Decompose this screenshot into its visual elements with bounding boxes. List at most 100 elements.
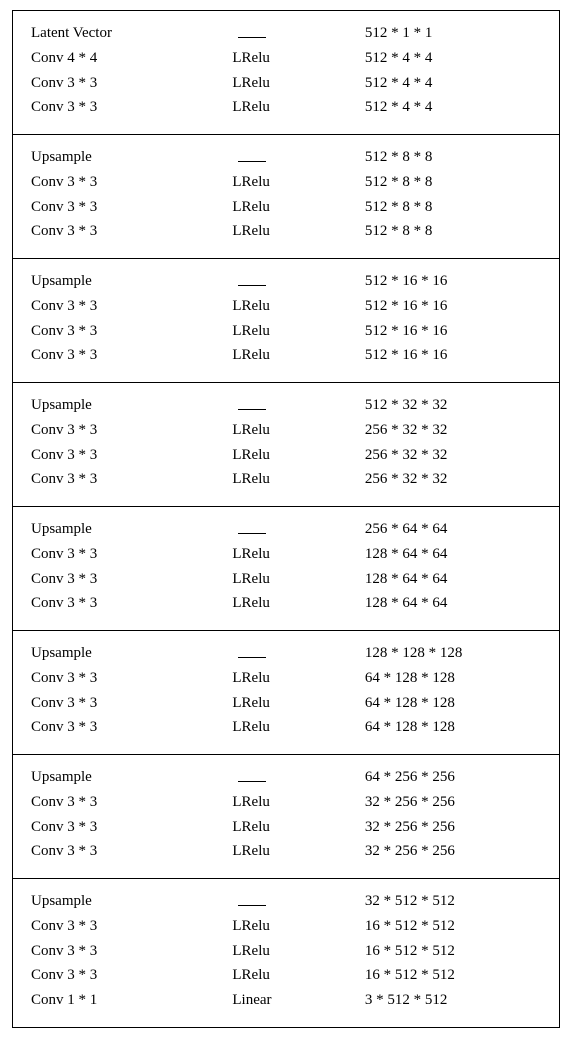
output-shape-cell: 512 * 8 * 8	[365, 195, 561, 220]
output-shape-cell: 512 * 8 * 8	[365, 219, 561, 244]
output-shape-cell: 512 * 32 * 32	[365, 393, 561, 418]
activation-cell: LRelu	[232, 815, 365, 840]
layer-cell: Upsample	[21, 145, 232, 170]
output-shape-cell: 512 * 16 * 16	[365, 269, 561, 294]
activation-cell: LRelu	[232, 195, 365, 220]
em-dash-icon	[238, 285, 266, 286]
layer-cell: Conv 3 * 3	[21, 319, 232, 344]
output-shape-cell: 128 * 64 * 64	[365, 591, 561, 616]
layer-cell: Conv 4 * 4	[21, 46, 232, 71]
table-block: Upsample128 * 128 * 128Conv 3 * 3LRelu64…	[13, 631, 560, 755]
em-dash-icon	[238, 161, 266, 162]
output-shape-cell: 32 * 256 * 256	[365, 839, 561, 864]
layer-cell: Conv 3 * 3	[21, 170, 232, 195]
layer-cell: Conv 3 * 3	[21, 219, 232, 244]
table-row: Conv 3 * 3LRelu512 * 16 * 16	[21, 294, 551, 319]
em-dash-icon	[238, 657, 266, 658]
table-row: Conv 3 * 3LRelu512 * 8 * 8	[21, 195, 551, 220]
activation-cell	[232, 269, 365, 294]
layer-cell: Conv 3 * 3	[21, 839, 232, 864]
activation-cell: LRelu	[232, 567, 365, 592]
table-row: Upsample512 * 16 * 16	[21, 269, 551, 294]
activation-cell	[232, 765, 365, 790]
layer-cell: Conv 3 * 3	[21, 666, 232, 691]
activation-cell: LRelu	[232, 71, 365, 96]
layer-cell: Conv 3 * 3	[21, 815, 232, 840]
layer-cell: Conv 3 * 3	[21, 914, 232, 939]
activation-cell: LRelu	[232, 839, 365, 864]
output-shape-cell: 512 * 16 * 16	[365, 343, 561, 368]
activation-cell: LRelu	[232, 95, 365, 120]
layer-cell: Conv 3 * 3	[21, 443, 232, 468]
activation-cell: Linear	[232, 988, 365, 1013]
table-row: Conv 3 * 3LRelu512 * 8 * 8	[21, 170, 551, 195]
table-row: Conv 3 * 3LRelu16 * 512 * 512	[21, 914, 551, 939]
layer-cell: Upsample	[21, 393, 232, 418]
output-shape-cell: 32 * 256 * 256	[365, 815, 561, 840]
table-row: Conv 3 * 3LRelu32 * 256 * 256	[21, 790, 551, 815]
activation-cell: LRelu	[232, 790, 365, 815]
layer-cell: Conv 3 * 3	[21, 567, 232, 592]
architecture-table-body: Latent Vector512 * 1 * 1Conv 4 * 4LRelu5…	[13, 11, 560, 1028]
layer-cell: Conv 3 * 3	[21, 939, 232, 964]
table-block-cell: Upsample512 * 16 * 16Conv 3 * 3LRelu512 …	[13, 259, 560, 383]
table-row: Conv 4 * 4LRelu512 * 4 * 4	[21, 46, 551, 71]
output-shape-cell: 256 * 64 * 64	[365, 517, 561, 542]
table-block: Latent Vector512 * 1 * 1Conv 4 * 4LRelu5…	[13, 11, 560, 135]
table-row: Conv 3 * 3LRelu256 * 32 * 32	[21, 418, 551, 443]
activation-cell: LRelu	[232, 46, 365, 71]
activation-cell: LRelu	[232, 914, 365, 939]
output-shape-cell: 512 * 4 * 4	[365, 71, 561, 96]
layer-cell: Conv 3 * 3	[21, 343, 232, 368]
output-shape-cell: 64 * 128 * 128	[365, 691, 561, 716]
table-row: Conv 3 * 3LRelu128 * 64 * 64	[21, 542, 551, 567]
em-dash-icon	[238, 37, 266, 38]
output-shape-cell: 128 * 128 * 128	[365, 641, 561, 666]
layer-cell: Conv 3 * 3	[21, 467, 232, 492]
activation-cell: LRelu	[232, 715, 365, 740]
table-row: Conv 3 * 3LRelu32 * 256 * 256	[21, 839, 551, 864]
table-row: Conv 3 * 3LRelu16 * 512 * 512	[21, 939, 551, 964]
layer-cell: Conv 3 * 3	[21, 790, 232, 815]
output-shape-cell: 512 * 16 * 16	[365, 319, 561, 344]
output-shape-cell: 32 * 256 * 256	[365, 790, 561, 815]
activation-cell: LRelu	[232, 939, 365, 964]
layer-cell: Conv 3 * 3	[21, 71, 232, 96]
em-dash-icon	[238, 905, 266, 906]
table-block-cell: Upsample256 * 64 * 64Conv 3 * 3LRelu128 …	[13, 507, 560, 631]
table-block: Upsample512 * 32 * 32Conv 3 * 3LRelu256 …	[13, 383, 560, 507]
activation-cell: LRelu	[232, 294, 365, 319]
layer-cell: Conv 3 * 3	[21, 591, 232, 616]
activation-cell	[232, 889, 365, 914]
activation-cell: LRelu	[232, 219, 365, 244]
activation-cell: LRelu	[232, 691, 365, 716]
output-shape-cell: 512 * 1 * 1	[365, 21, 561, 46]
table-row: Upsample512 * 8 * 8	[21, 145, 551, 170]
activation-cell: LRelu	[232, 443, 365, 468]
activation-cell: LRelu	[232, 343, 365, 368]
table-block: Upsample512 * 16 * 16Conv 3 * 3LRelu512 …	[13, 259, 560, 383]
table-block-cell: Latent Vector512 * 1 * 1Conv 4 * 4LRelu5…	[13, 11, 560, 135]
table-row: Conv 3 * 3LRelu512 * 16 * 16	[21, 343, 551, 368]
output-shape-cell: 512 * 4 * 4	[365, 95, 561, 120]
activation-cell: LRelu	[232, 319, 365, 344]
layer-cell: Latent Vector	[21, 21, 232, 46]
table-block: Upsample32 * 512 * 512Conv 3 * 3LRelu16 …	[13, 879, 560, 1028]
activation-cell: LRelu	[232, 591, 365, 616]
output-shape-cell: 64 * 128 * 128	[365, 715, 561, 740]
table-row: Latent Vector512 * 1 * 1	[21, 21, 551, 46]
table-row: Conv 3 * 3LRelu512 * 4 * 4	[21, 71, 551, 96]
table-row: Conv 3 * 3LRelu64 * 128 * 128	[21, 691, 551, 716]
output-shape-cell: 64 * 128 * 128	[365, 666, 561, 691]
activation-cell	[232, 393, 365, 418]
table-block-cell: Upsample64 * 256 * 256Conv 3 * 3LRelu32 …	[13, 755, 560, 879]
table-block-cell: Upsample128 * 128 * 128Conv 3 * 3LRelu64…	[13, 631, 560, 755]
output-shape-cell: 512 * 8 * 8	[365, 170, 561, 195]
layer-cell: Conv 3 * 3	[21, 294, 232, 319]
em-dash-icon	[238, 533, 266, 534]
activation-cell: LRelu	[232, 170, 365, 195]
table-block: Upsample256 * 64 * 64Conv 3 * 3LRelu128 …	[13, 507, 560, 631]
table-row: Upsample512 * 32 * 32	[21, 393, 551, 418]
output-shape-cell: 32 * 512 * 512	[365, 889, 561, 914]
table-row: Conv 3 * 3LRelu256 * 32 * 32	[21, 443, 551, 468]
